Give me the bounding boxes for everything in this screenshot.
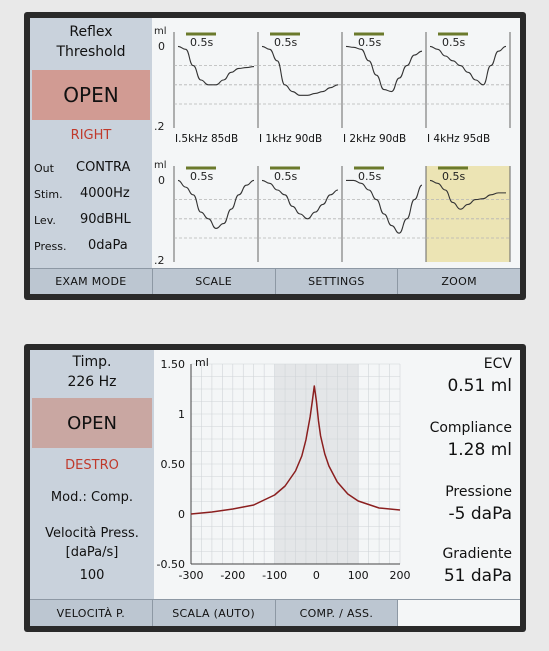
reflex-grid: ml 0 .2 0.5s I.5kHz 85dB 0.5s I 1kHz 90dB 0.5s I… — [154, 26, 511, 268]
reflex-param-press-label: Press. — [34, 240, 67, 253]
tab-pressure-speed[interactable]: VELOCITÀ P. — [30, 600, 153, 626]
tab-comp-ass[interactable]: COMP. / ASS. — [276, 600, 399, 626]
reflex-cell-label: C 1kHz 90dB — [259, 267, 326, 268]
pressure-value: -5 daPa — [448, 504, 512, 524]
tymp-speed-value: 100 — [79, 568, 105, 583]
ecv-label: ECV — [483, 356, 512, 372]
tab-settings[interactable]: SETTINGS — [276, 269, 399, 294]
reflex-param-lev-value: 90dBHL — [80, 212, 131, 227]
reflex-trace — [345, 45, 423, 93]
time-marker-label: 0.5s — [358, 36, 381, 49]
selected-cell-highlight — [426, 166, 510, 262]
reflex-cell-label: C.5kHz 90dB — [175, 267, 242, 268]
x-tick-label: 100 — [348, 569, 369, 582]
tymp-mode-label: Mod.: Comp. — [50, 490, 134, 505]
reflex-param-out-value: CONTRA — [76, 160, 131, 175]
tymp-side-label: DESTRO — [65, 458, 119, 473]
reflex-unit-label: ml — [154, 26, 167, 37]
tab-scale-auto[interactable]: SCALA (AUTO) — [153, 600, 276, 626]
tymp-tabbar: VELOCITÀ P. SCALA (AUTO) COMP. / ASS. — [30, 599, 520, 626]
tab-scale[interactable]: SCALE — [153, 269, 276, 294]
reflex-y-bottom-label: .2 — [154, 254, 165, 267]
time-marker-label: 0.5s — [190, 36, 213, 49]
reflex-param-stim-label: Stim. — [34, 188, 63, 201]
y-tick-label: 1.50 — [161, 358, 186, 371]
x-tick-label: -200 — [220, 569, 245, 582]
reflex-y-bottom-label: .2 — [154, 120, 165, 133]
reflex-cell-label: I 1kHz 90dB — [259, 133, 322, 145]
y-tick-label: -0.50 — [157, 558, 185, 571]
reflex-left-panel — [30, 18, 152, 268]
reflex-trace — [177, 179, 255, 229]
pressure-label: Pressione — [445, 484, 512, 500]
tymp-header-line2: 226 Hz — [67, 374, 117, 390]
tymp-screen: Timp. 226 Hz OPEN DESTRO Mod.: Comp. Vel… — [30, 350, 520, 626]
reflex-trace — [429, 179, 506, 210]
y-tick-label: 0 — [178, 508, 185, 521]
reflex-cell-label: C 4kHz 90dB — [427, 267, 494, 268]
reflex-cell-label: C 2kHz 90dB — [343, 267, 410, 268]
tab-exam-mode[interactable]: EXAM MODE — [30, 269, 153, 294]
time-marker-label: 0.5s — [274, 36, 297, 49]
y-unit-label: ml — [195, 356, 209, 369]
time-marker-label: 0.5s — [442, 36, 465, 49]
reflex-trace — [261, 179, 339, 220]
reflex-cell-label: I 4kHz 95dB — [427, 133, 490, 145]
tymp-header-line1: Timp. — [72, 354, 112, 370]
y-tick-label: 0.50 — [161, 458, 186, 471]
gradient-label: Gradiente — [442, 546, 512, 562]
tymp-chart: ml 1.50 1 0.50 0 -0.50-300 -200 -100 0 100 200 — [157, 356, 411, 582]
ecv-value: 0.51 ml — [447, 376, 512, 396]
time-marker-label: 0.5s — [274, 170, 297, 183]
time-marker-label: 0.5s — [442, 170, 465, 183]
reflex-param-stim-value: 4000Hz — [80, 186, 130, 201]
compliance-label: Compliance — [429, 420, 512, 436]
reflex-screen: Reflex Threshold OPEN RIGHT Out CONTRA S… — [30, 18, 520, 294]
reflex-trace — [345, 179, 423, 234]
time-marker-label: 0.5s — [358, 170, 381, 183]
reflex-unit-label: ml — [154, 160, 167, 171]
reflex-open-button[interactable]: OPEN — [32, 70, 150, 120]
tymp-left-panel — [30, 350, 154, 599]
reflex-param-press-value: 0daPa — [88, 238, 128, 253]
tymp-speed-label-line1: Velocità Press. — [45, 526, 139, 541]
time-marker-label: 0.5s — [190, 170, 213, 183]
reflex-header-line1: Reflex — [69, 24, 113, 40]
reflex-tabbar: EXAM MODE SCALE SETTINGS ZOOM — [30, 268, 520, 294]
tymp-open-button[interactable]: OPEN — [32, 398, 152, 448]
reflex-trace — [429, 45, 507, 86]
reflex-param-out-label: Out — [34, 162, 54, 175]
x-tick-label: 200 — [390, 569, 411, 582]
reflex-trace — [177, 45, 255, 86]
reflex-trace — [261, 45, 339, 96]
reflex-side-label: RIGHT — [70, 128, 112, 143]
reflex-cell-label: I.5kHz 85dB — [175, 133, 238, 145]
tympanogram-curve — [190, 385, 401, 515]
reflex-param-lev-label: Lev. — [34, 214, 56, 227]
y-tick-label: 1 — [178, 408, 185, 421]
compliance-value: 1.28 ml — [447, 440, 512, 460]
tab-empty[interactable] — [398, 600, 520, 626]
x-tick-label: 0 — [313, 569, 320, 582]
reflex-y-top-label: 0 — [158, 174, 165, 187]
tab-zoom[interactable]: ZOOM — [441, 275, 477, 288]
reflex-cell-label: I 2kHz 90dB — [343, 133, 406, 145]
x-tick-label: -100 — [262, 569, 287, 582]
x-tick-label: -300 — [179, 569, 204, 582]
reflex-header-line2: Threshold — [56, 44, 126, 60]
reflex-y-top-label: 0 — [158, 40, 165, 53]
tymp-speed-label-line2: [daPa/s] — [65, 545, 119, 560]
gradient-value: 51 daPa — [443, 566, 512, 586]
